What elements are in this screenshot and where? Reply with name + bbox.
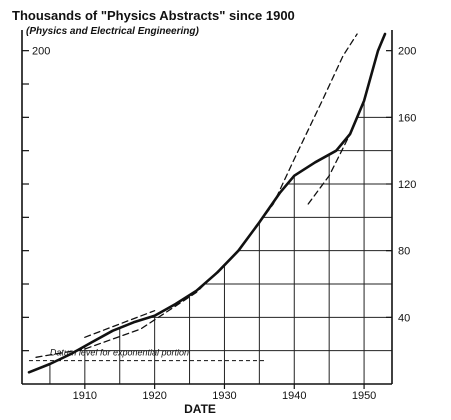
y-tick-label-left: 200 [32, 46, 50, 58]
tick-labels: 40 80 120 160 200 200 1910 1920 1930 1940 1950 Datu… [32, 46, 416, 416]
y-tick-label: 80 [398, 246, 410, 258]
chart-subtitle: (Physics and Electrical Engineering) [26, 26, 199, 37]
y-tick-label: 200 [398, 46, 416, 58]
grid-lines [28, 100, 392, 384]
x-tick-label: 1910 [73, 390, 97, 402]
x-tick-label: 1950 [352, 390, 376, 402]
x-tick-label: 1920 [142, 390, 166, 402]
x-axis-label: DATE [184, 402, 216, 416]
chart-title: Thousands of "Physics Abstracts" since 1… [12, 8, 295, 23]
dashed-curve-1 [35, 33, 358, 358]
datum-annotation: Datum level for exponential portion [50, 348, 189, 358]
solid-curve [27, 32, 387, 374]
dashed-curve-2 [84, 310, 156, 338]
y-tick-label: 160 [398, 112, 416, 124]
dashed-curve-3 [307, 133, 351, 205]
axes [21, 30, 393, 389]
x-tick-label: 1930 [212, 390, 236, 402]
y-tick-label: 40 [398, 312, 410, 324]
y-tick-label: 120 [398, 179, 416, 191]
x-tick-label: 1940 [282, 390, 306, 402]
series-lines [27, 32, 387, 374]
